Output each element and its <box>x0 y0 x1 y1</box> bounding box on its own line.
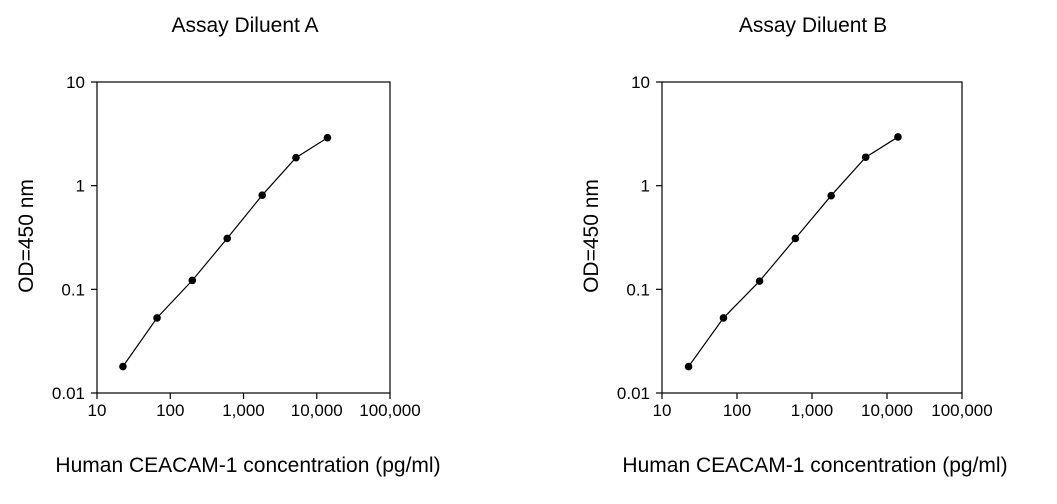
data-point <box>292 153 300 162</box>
x-tick-label: 10,000 <box>861 401 913 420</box>
chart-panel-b: Assay Diluent B OD=450 nm Human CEACAM-1… <box>580 14 1008 477</box>
data-point <box>791 234 800 243</box>
x-tick-label: 100 <box>723 401 751 420</box>
x-axis-label: Human CEACAM-1 concentration (pg/ml) <box>622 454 1007 477</box>
plot-area-border <box>661 81 963 394</box>
y-tick-label: 0.1 <box>61 280 85 299</box>
y-tick-label: 1 <box>641 177 650 196</box>
data-point <box>153 314 161 322</box>
y-tick-label: 0.01 <box>617 384 650 403</box>
y-axis: 0.01 0.1 1 10 <box>52 73 97 403</box>
data-point <box>861 153 870 162</box>
data-point <box>827 191 835 200</box>
data-point <box>323 133 332 142</box>
data-point <box>119 362 127 371</box>
data-point <box>755 277 764 285</box>
data-point <box>894 133 902 141</box>
data-point <box>258 191 266 199</box>
x-tick-label: 100,000 <box>931 401 992 420</box>
data-point <box>719 314 728 322</box>
x-tick-label: 10,000 <box>291 401 343 420</box>
y-tick-label: 1 <box>76 177 85 196</box>
x-axis: 10 100 1,000 10,000 100,000 <box>653 393 993 420</box>
x-tick-label: 1,000 <box>791 401 834 420</box>
y-tick-label: 0.01 <box>52 384 85 403</box>
chart-panel-a: Assay Diluent A OD=450 nm Human CEACAM-1… <box>15 14 441 477</box>
data-point <box>223 234 232 243</box>
y-axis-label: OD=450 nm <box>580 179 603 293</box>
y-axis: 0.01 0.1 1 10 <box>617 73 662 403</box>
data-series <box>684 133 902 371</box>
y-axis-label: OD=450 nm <box>15 179 38 293</box>
plot-frame <box>96 81 391 394</box>
y-tick-label: 10 <box>631 73 650 92</box>
x-tick-label: 10 <box>88 401 107 420</box>
chart-title: Assay Diluent A <box>171 14 318 37</box>
x-axis-label: Human CEACAM-1 concentration (pg/ml) <box>55 454 440 477</box>
data-point <box>188 276 197 285</box>
series-line <box>688 136 899 367</box>
y-tick-label: 0.1 <box>626 280 650 299</box>
chart-title: Assay Diluent B <box>739 14 887 37</box>
x-axis: 10 100 1,000 10,000 100,000 <box>88 393 421 420</box>
x-tick-label: 10 <box>653 401 672 420</box>
x-tick-label: 1,000 <box>222 401 265 420</box>
data-series <box>119 133 332 371</box>
y-tick-label: 10 <box>66 73 85 92</box>
series-line <box>122 137 328 367</box>
data-point <box>684 362 693 371</box>
plot-frame <box>661 81 963 394</box>
x-tick-label: 100 <box>156 401 184 420</box>
x-tick-label: 100,000 <box>359 401 420 420</box>
plot-area-border <box>96 81 391 394</box>
